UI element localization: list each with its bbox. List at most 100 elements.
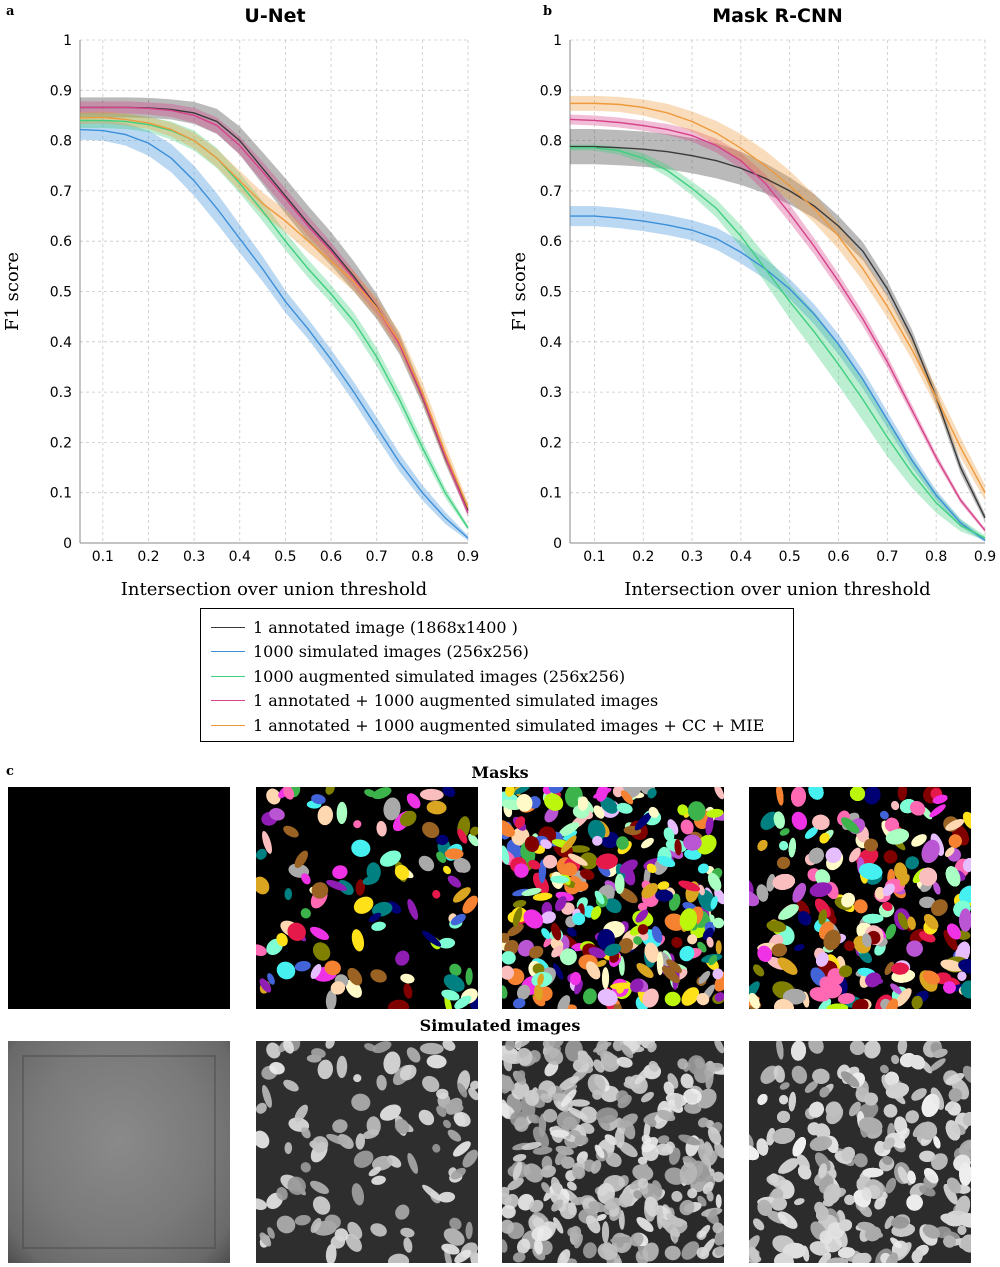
simulated-nucleus xyxy=(895,1242,912,1261)
y-tick-label: 0 xyxy=(553,536,562,552)
x-tick-label: 0.9 xyxy=(974,549,996,565)
simulated-nucleus xyxy=(619,1113,638,1128)
mask-nucleus xyxy=(929,804,946,818)
y-tick-label: 0.5 xyxy=(540,285,562,301)
simulated-nucleus xyxy=(514,1070,526,1083)
simulated-nucleus xyxy=(853,1153,868,1168)
mask-nucleus xyxy=(798,911,812,926)
simulated-nucleus xyxy=(637,1178,649,1189)
mask-nucleus xyxy=(905,856,919,870)
panel-label-c: c xyxy=(6,764,14,779)
mask-nucleus xyxy=(909,801,926,816)
simulated-nucleus xyxy=(595,1041,609,1056)
mask-nucleus xyxy=(777,856,790,869)
simulated-nucleus xyxy=(560,1089,577,1108)
mask-nucleus xyxy=(502,845,510,865)
simulated-nucleus xyxy=(595,1214,607,1221)
mask-nucleus xyxy=(960,980,971,999)
simulated-nucleus xyxy=(674,1093,682,1110)
simulated-nucleus xyxy=(852,1253,869,1263)
mask-nucleus xyxy=(823,929,841,951)
simulated-nucleus xyxy=(749,1144,759,1161)
mask-nucleus xyxy=(399,810,417,827)
simulated-nucleus xyxy=(646,1117,657,1128)
simulated-nucleus xyxy=(687,1188,698,1199)
mask-nucleus xyxy=(783,988,806,1005)
simulated-nucleus xyxy=(924,1168,939,1184)
series-line xyxy=(79,128,469,539)
mask-nucleus xyxy=(269,808,285,821)
mask-nucleus xyxy=(684,848,702,860)
simulated-nucleus xyxy=(588,1201,606,1213)
simulated-nucleus xyxy=(537,1227,544,1240)
simulated-nucleus xyxy=(687,1055,706,1075)
simulated-nucleus xyxy=(698,1138,705,1150)
mask-nucleus xyxy=(276,961,296,980)
mask-nucleus xyxy=(882,883,895,897)
mask-nucleus xyxy=(403,983,413,999)
mask-nucleus xyxy=(959,908,971,932)
mask-nucleus xyxy=(574,881,589,892)
mask-nucleus xyxy=(595,960,607,967)
simulated-nucleus xyxy=(570,1225,582,1240)
mask-nucleus xyxy=(528,859,541,870)
simulated-nucleus xyxy=(469,1080,478,1090)
mask-nucleus xyxy=(262,830,272,854)
simulated-nucleus xyxy=(958,1139,971,1158)
mask-nucleus xyxy=(715,940,722,955)
mask-nucleus xyxy=(551,922,562,941)
simulated-nucleus xyxy=(502,1219,515,1234)
simulated-nucleus xyxy=(559,1202,577,1220)
mask-nucleus xyxy=(884,817,899,832)
mask-nucleus xyxy=(256,848,267,860)
mask-nucleus xyxy=(502,951,516,965)
y-tick-label: 0.7 xyxy=(50,184,72,200)
simulated-nucleus xyxy=(884,1215,895,1230)
mask-nucleus xyxy=(447,875,462,888)
mask-nucleus xyxy=(865,972,882,988)
simulated-nucleus xyxy=(454,1249,472,1263)
mask-nucleus xyxy=(516,984,531,1000)
mask-nucleus xyxy=(879,810,889,820)
mask-nucleus xyxy=(256,944,267,956)
y-tick-label: 0.6 xyxy=(50,234,72,250)
simulated-nucleus xyxy=(641,1091,654,1103)
mask-nucleus xyxy=(776,787,784,806)
mask-nucleus xyxy=(924,914,939,930)
mask-nucleus xyxy=(325,990,337,1009)
simulated-nucleus xyxy=(551,1199,564,1212)
simulated-nucleus xyxy=(957,1225,967,1235)
simulated-nucleus xyxy=(963,1112,971,1126)
simulated-nucleus xyxy=(438,1191,456,1203)
mask-nucleus xyxy=(679,908,698,931)
mask-nucleus xyxy=(283,787,295,800)
mask-nucleus xyxy=(353,896,374,914)
unet-chart: 0 0.1 0.2 0.3 0.4 0.5 0.6 0.7 0.8 0.9 1 0.1 0.2 0.3 0.… xyxy=(2,33,479,600)
simulated-nucleus xyxy=(633,1190,643,1199)
mask-nucleus xyxy=(696,834,717,855)
mask-nucleus xyxy=(383,797,401,821)
mask-nucleus xyxy=(918,867,938,886)
mask-nucleus xyxy=(752,964,765,977)
mask-nucleus xyxy=(595,853,619,870)
simulated-nucleus xyxy=(808,1041,824,1054)
simulated-nucleus xyxy=(757,1199,772,1216)
mask-nucleus xyxy=(705,815,714,836)
simulated-nucleus xyxy=(773,1065,785,1083)
mask-nucleus xyxy=(897,787,908,801)
simulated-nucleus xyxy=(543,1047,564,1065)
mask-nucleus xyxy=(544,807,559,823)
mask-nucleus xyxy=(422,930,442,947)
simulated-nucleus xyxy=(648,1060,659,1072)
mask-nucleus xyxy=(559,948,577,966)
mask-nucleus xyxy=(371,921,386,931)
x-tick-label: 0.1 xyxy=(92,549,114,565)
mask-tile-sparse xyxy=(256,787,478,1009)
simulated-nucleus xyxy=(618,1191,634,1208)
simulated-nucleus xyxy=(324,1214,341,1230)
mask-nucleus xyxy=(678,880,701,892)
y-tick-label: 1 xyxy=(553,33,562,49)
simulated-nucleus xyxy=(891,1054,900,1065)
simulated-nucleus xyxy=(558,1076,580,1091)
legend-swatch xyxy=(211,626,245,628)
